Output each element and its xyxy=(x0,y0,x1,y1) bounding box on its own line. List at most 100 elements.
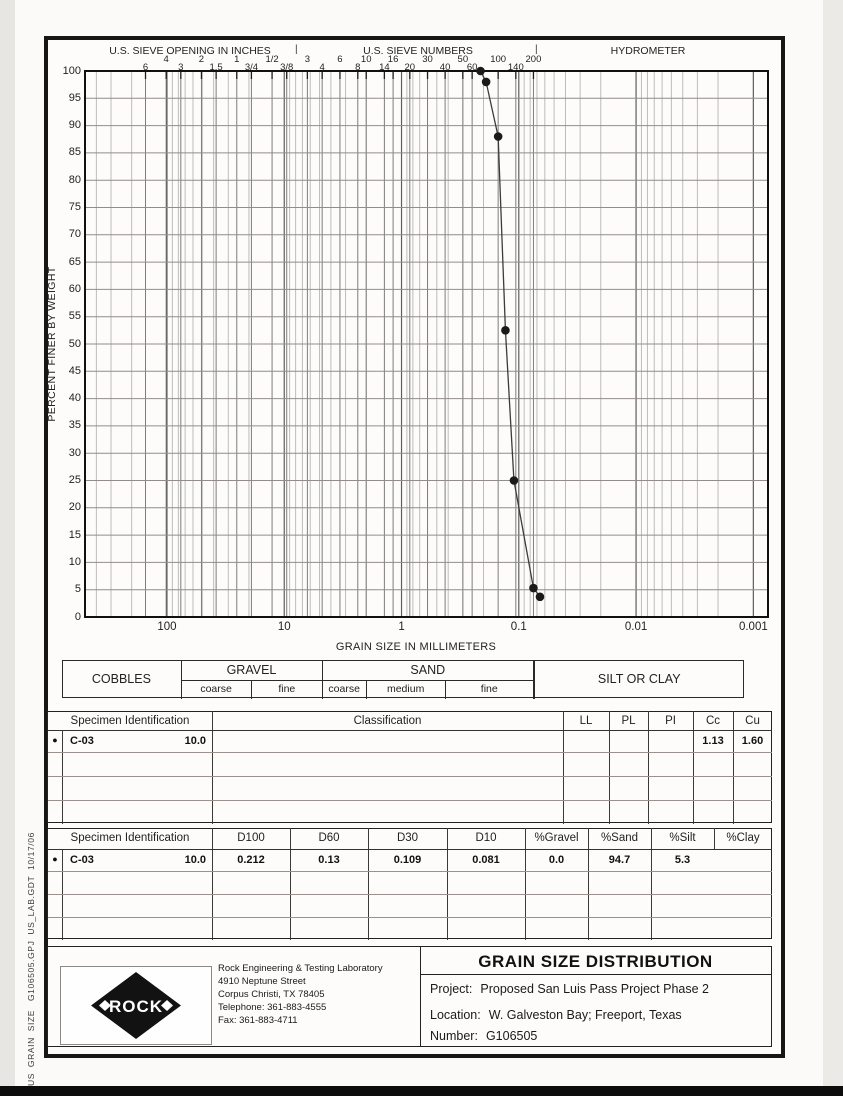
grid-line xyxy=(251,680,253,699)
y-tick-label: 35 xyxy=(68,419,81,432)
y-tick-label: 30 xyxy=(68,446,81,459)
scan-edge-bottom xyxy=(0,1086,843,1096)
y-tick-label: 85 xyxy=(68,146,81,159)
grid-line xyxy=(62,730,64,824)
y-tick-label: 65 xyxy=(68,255,81,268)
report-border-frame: U.S. SIEVE OPENING IN INCHES | U.S. SIEV… xyxy=(44,36,785,1058)
grid-line xyxy=(693,711,695,730)
y-tick-label: 60 xyxy=(68,282,81,295)
x-tick-label: 0.001 xyxy=(738,621,768,633)
x-tick-label: 10 xyxy=(277,621,291,633)
grid-line xyxy=(714,828,716,849)
sieve-size-label: 4 xyxy=(163,54,169,65)
y-tick-label: 95 xyxy=(68,91,81,104)
col-header: Cu xyxy=(745,715,760,727)
section-separator: | xyxy=(535,44,538,55)
file-reference-sidetext: US GRAIN SIZE G106505.GPJ US_LAB.GDT 10/… xyxy=(26,832,36,1086)
y-axis-title: PERCENT FINER BY WEIGHT xyxy=(46,266,58,422)
location-value: W. Galveston Bay; Freeport, Texas xyxy=(488,1008,682,1022)
x-tick-label: 0.01 xyxy=(624,621,648,633)
d30-value: 0.109 xyxy=(393,854,422,866)
sieve-size-label: 1/2 xyxy=(265,54,279,65)
grid-line xyxy=(322,660,324,699)
sieve-size-label: 8 xyxy=(355,62,361,73)
project-value: Proposed San Luis Pass Project Phase 2 xyxy=(480,982,709,996)
col-header: D60 xyxy=(318,832,340,844)
project-label: Project: xyxy=(430,982,473,996)
scan-edge-right xyxy=(823,0,843,1096)
gravel-pct-value: 0.0 xyxy=(548,854,565,866)
grid-line xyxy=(693,730,695,824)
d60-value: 0.13 xyxy=(318,854,340,866)
sieve-size-label: 50 xyxy=(457,54,469,65)
sieve-size-label: 14 xyxy=(379,62,390,73)
grid-line xyxy=(48,849,772,851)
number-label: Number: xyxy=(430,1029,478,1043)
col-header: PI xyxy=(665,715,676,727)
y-tick-label: 20 xyxy=(68,501,81,514)
size-subgroup-label: coarse xyxy=(328,682,360,695)
sieve-size-label: 3 xyxy=(304,54,311,65)
grid-line xyxy=(48,752,772,753)
sieve-size-label: 3 xyxy=(178,62,184,73)
grid-line xyxy=(588,828,590,849)
col-header: %Sand xyxy=(600,832,639,844)
grid-line xyxy=(609,730,611,824)
col-header: D30 xyxy=(396,832,419,844)
number-row: Number: G106505 xyxy=(430,1029,537,1043)
grid-line xyxy=(48,871,772,872)
sieve-size-label: 16 xyxy=(387,54,399,65)
col-header: %Gravel xyxy=(534,832,579,844)
y-tick-label: 40 xyxy=(68,392,81,405)
col-header: Specimen Identification xyxy=(70,715,190,727)
y-tick-label: 90 xyxy=(68,119,81,132)
sieve-size-label: 6 xyxy=(142,62,149,73)
cc-value: 1.13 xyxy=(702,735,724,747)
grid-line xyxy=(322,680,534,681)
number-value: G106505 xyxy=(485,1029,538,1043)
silt-clay-pct-value: 5.3 xyxy=(674,854,691,866)
grid-line xyxy=(48,917,772,918)
company-logo-box: ROCK xyxy=(60,966,212,1045)
col-header: Classification xyxy=(353,715,422,727)
grid-line xyxy=(609,711,611,730)
y-tick-label: 25 xyxy=(68,474,81,486)
sieve-numbers-section-title: U.S. SIEVE NUMBERS xyxy=(363,45,473,57)
grid-line xyxy=(533,660,535,699)
size-bar-box xyxy=(62,660,745,699)
row-marker: ● xyxy=(52,854,58,864)
grid-line xyxy=(648,711,650,730)
grain-size-plot xyxy=(84,66,769,618)
company-address-line: 4910 Neptune Street xyxy=(218,976,306,987)
sieve-size-label: 1.5 xyxy=(209,62,223,73)
y-tick-label: 0 xyxy=(74,610,81,623)
y-tick-label: 100 xyxy=(62,64,81,77)
grid-line xyxy=(648,730,650,824)
report-title: GRAIN SIZE DISTRIBUTION xyxy=(478,952,713,971)
col-header: %Silt xyxy=(669,832,696,844)
y-tick-label: 55 xyxy=(68,310,81,323)
cu-value: 1.60 xyxy=(741,735,764,747)
grid-line xyxy=(368,828,370,849)
location-row: Location: W. Galveston Bay; Freeport, Tex… xyxy=(430,1008,682,1022)
size-subgroup-label: coarse xyxy=(200,682,232,695)
sieve-size-label: 2 xyxy=(198,54,205,65)
specimen-id: C-03 xyxy=(70,854,94,866)
size-subgroup-label: fine xyxy=(480,682,498,695)
y-tick-label: 75 xyxy=(68,201,81,213)
size-group-label: SAND xyxy=(410,663,446,677)
x-tick-label: 1 xyxy=(398,621,405,633)
specimen-id: C-03 xyxy=(70,735,94,747)
grid-line xyxy=(733,711,735,730)
company-address-line: Telephone: 361-883-4555 xyxy=(218,1002,327,1013)
sieve-size-label: 3/4 xyxy=(244,62,259,73)
gradation-table-frame xyxy=(47,828,772,939)
grid-line xyxy=(212,828,214,849)
grid-line xyxy=(733,730,735,824)
grid-line xyxy=(290,828,292,849)
x-axis-title: GRAIN SIZE IN MILLIMETERS xyxy=(335,641,497,653)
size-subgroup-label: fine xyxy=(278,682,296,695)
col-header: D100 xyxy=(237,832,265,844)
col-header: PL xyxy=(621,715,636,727)
specimen-depth: 10.0 xyxy=(184,735,206,747)
